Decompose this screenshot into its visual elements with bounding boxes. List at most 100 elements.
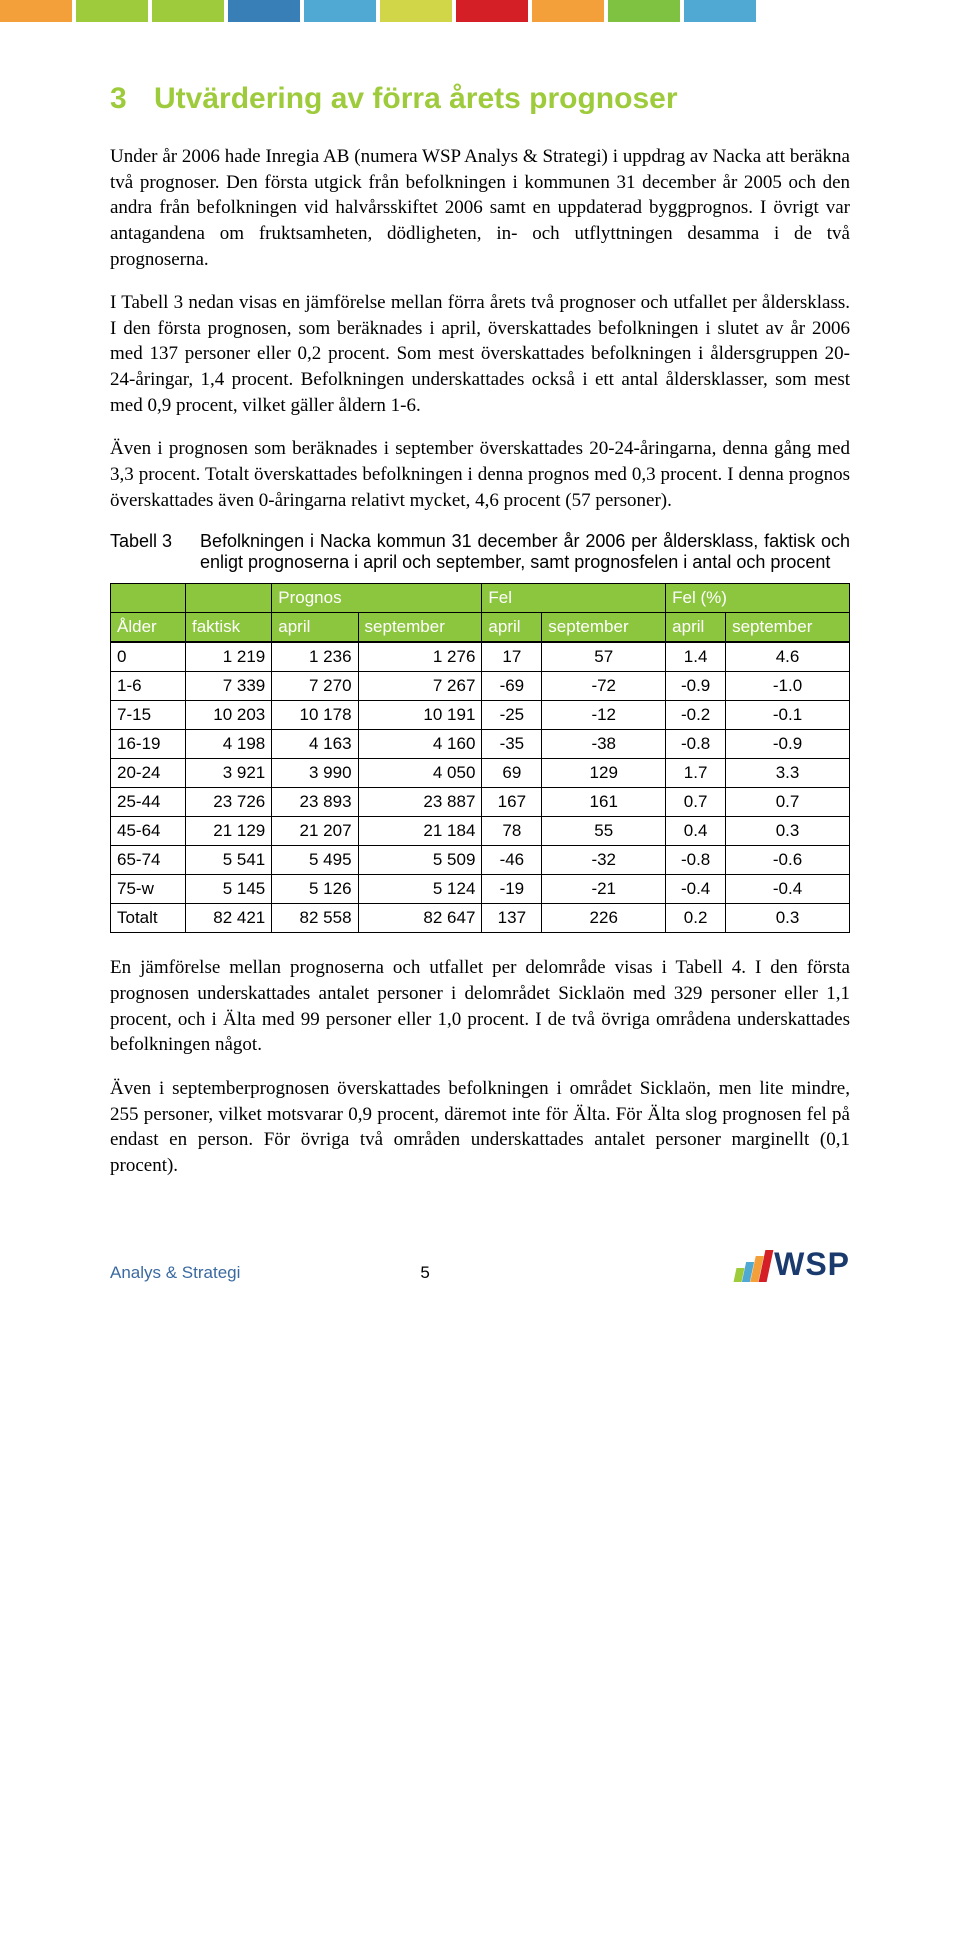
table-cell: 82 647 bbox=[358, 904, 482, 933]
table-cell: -0.8 bbox=[666, 730, 726, 759]
table-cell: 5 495 bbox=[272, 846, 358, 875]
table-cell: 161 bbox=[542, 788, 666, 817]
wsp-logo-text: WSP bbox=[774, 1246, 850, 1283]
table-cell: -72 bbox=[542, 672, 666, 701]
table-cell: 129 bbox=[542, 759, 666, 788]
table-label: Tabell 3 bbox=[110, 531, 200, 573]
table-cell: 7-15 bbox=[111, 701, 186, 730]
table-column-header: Ålder bbox=[111, 613, 186, 643]
table-cell: 4.6 bbox=[726, 642, 850, 672]
table-row: 75-w5 1455 1265 124-19-21-0.4-0.4 bbox=[111, 875, 850, 904]
table-cell: 21 184 bbox=[358, 817, 482, 846]
table-cell: 23 893 bbox=[272, 788, 358, 817]
table-group-header: Prognos bbox=[272, 584, 482, 613]
table-group-header bbox=[185, 584, 271, 613]
table-cell: 5 126 bbox=[272, 875, 358, 904]
table-column-header: april bbox=[272, 613, 358, 643]
paragraph: Även i septemberprognosen överskattades … bbox=[110, 1076, 850, 1179]
heading-number: 3 bbox=[110, 82, 154, 116]
table-cell: 7 339 bbox=[185, 672, 271, 701]
table-cell: 167 bbox=[482, 788, 542, 817]
table-cell: 1 236 bbox=[272, 642, 358, 672]
table-cell: 1.4 bbox=[666, 642, 726, 672]
table-cell: 75-w bbox=[111, 875, 186, 904]
table-cell: 69 bbox=[482, 759, 542, 788]
page-content: 3Utvärdering av förra årets prognoser Un… bbox=[0, 82, 960, 1178]
table-cell: 3.3 bbox=[726, 759, 850, 788]
paragraph: I Tabell 3 nedan visas en jämförelse mel… bbox=[110, 290, 850, 418]
table-cell: -0.2 bbox=[666, 701, 726, 730]
table-cell: 0.4 bbox=[666, 817, 726, 846]
table-caption-text: Befolkningen i Nacka kommun 31 december … bbox=[200, 531, 850, 573]
table-cell: 10 178 bbox=[272, 701, 358, 730]
table-cell: 17 bbox=[482, 642, 542, 672]
table-cell: -1.0 bbox=[726, 672, 850, 701]
table-cell: 4 163 bbox=[272, 730, 358, 759]
table-cell: 0.3 bbox=[726, 817, 850, 846]
table-column-header: september bbox=[726, 613, 850, 643]
table-cell: 0.3 bbox=[726, 904, 850, 933]
table-cell: -35 bbox=[482, 730, 542, 759]
table-cell: 10 203 bbox=[185, 701, 271, 730]
wsp-logo-bars bbox=[735, 1248, 770, 1282]
table-cell: 5 509 bbox=[358, 846, 482, 875]
table-cell: 0.2 bbox=[666, 904, 726, 933]
table-column-header: april bbox=[482, 613, 542, 643]
header-color-bar bbox=[0, 0, 960, 22]
table-column-header: april bbox=[666, 613, 726, 643]
table-cell: 1.7 bbox=[666, 759, 726, 788]
table-cell: 65-74 bbox=[111, 846, 186, 875]
table-cell: -12 bbox=[542, 701, 666, 730]
table-cell: -0.1 bbox=[726, 701, 850, 730]
page-footer: Analys & Strategi 5 WSP bbox=[0, 1196, 960, 1313]
table-row: Totalt82 42182 55882 6471372260.20.3 bbox=[111, 904, 850, 933]
table-cell: 4 198 bbox=[185, 730, 271, 759]
table-group-header bbox=[111, 584, 186, 613]
table-cell: 21 207 bbox=[272, 817, 358, 846]
table-cell: 23 887 bbox=[358, 788, 482, 817]
table-cell: 3 990 bbox=[272, 759, 358, 788]
table-cell: -19 bbox=[482, 875, 542, 904]
table-cell: 78 bbox=[482, 817, 542, 846]
table-cell: -0.8 bbox=[666, 846, 726, 875]
table-caption: Tabell 3 Befolkningen i Nacka kommun 31 … bbox=[110, 531, 850, 573]
table-row: 45-6421 12921 20721 18478550.40.3 bbox=[111, 817, 850, 846]
table-cell: 0.7 bbox=[726, 788, 850, 817]
table-cell: 0 bbox=[111, 642, 186, 672]
table-cell: 5 145 bbox=[185, 875, 271, 904]
table-row: 65-745 5415 4955 509-46-32-0.8-0.6 bbox=[111, 846, 850, 875]
data-table: PrognosFelFel (%)Ålderfaktiskaprilseptem… bbox=[110, 583, 850, 933]
paragraph: Även i prognosen som beräknades i septem… bbox=[110, 436, 850, 513]
table-cell: 45-64 bbox=[111, 817, 186, 846]
table-cell: -38 bbox=[542, 730, 666, 759]
table-cell: Totalt bbox=[111, 904, 186, 933]
table-row: 20-243 9213 9904 050691291.73.3 bbox=[111, 759, 850, 788]
table-row: 7-1510 20310 17810 191-25-12-0.2-0.1 bbox=[111, 701, 850, 730]
table-cell: 10 191 bbox=[358, 701, 482, 730]
table-row: 01 2191 2361 27617571.44.6 bbox=[111, 642, 850, 672]
table-cell: 82 421 bbox=[185, 904, 271, 933]
table-cell: 21 129 bbox=[185, 817, 271, 846]
table-cell: -21 bbox=[542, 875, 666, 904]
table-cell: 7 267 bbox=[358, 672, 482, 701]
table-cell: 1 276 bbox=[358, 642, 482, 672]
paragraph: En jämförelse mellan prognoserna och utf… bbox=[110, 955, 850, 1058]
table-group-header: Fel (%) bbox=[666, 584, 850, 613]
table-cell: -0.6 bbox=[726, 846, 850, 875]
table-column-header: faktisk bbox=[185, 613, 271, 643]
table-cell: 4 050 bbox=[358, 759, 482, 788]
table-cell: -69 bbox=[482, 672, 542, 701]
table-cell: 20-24 bbox=[111, 759, 186, 788]
table-column-header: september bbox=[358, 613, 482, 643]
table-group-header: Fel bbox=[482, 584, 666, 613]
footer-left-text: Analys & Strategi bbox=[110, 1263, 240, 1283]
wsp-logo: WSP bbox=[735, 1246, 850, 1283]
table-cell: -25 bbox=[482, 701, 542, 730]
table-cell: 4 160 bbox=[358, 730, 482, 759]
table-row: 16-194 1984 1634 160-35-38-0.8-0.9 bbox=[111, 730, 850, 759]
table-cell: -32 bbox=[542, 846, 666, 875]
table-cell: 82 558 bbox=[272, 904, 358, 933]
table-cell: 226 bbox=[542, 904, 666, 933]
table-row: 1-67 3397 2707 267-69-72-0.9-1.0 bbox=[111, 672, 850, 701]
table-row: 25-4423 72623 89323 8871671610.70.7 bbox=[111, 788, 850, 817]
